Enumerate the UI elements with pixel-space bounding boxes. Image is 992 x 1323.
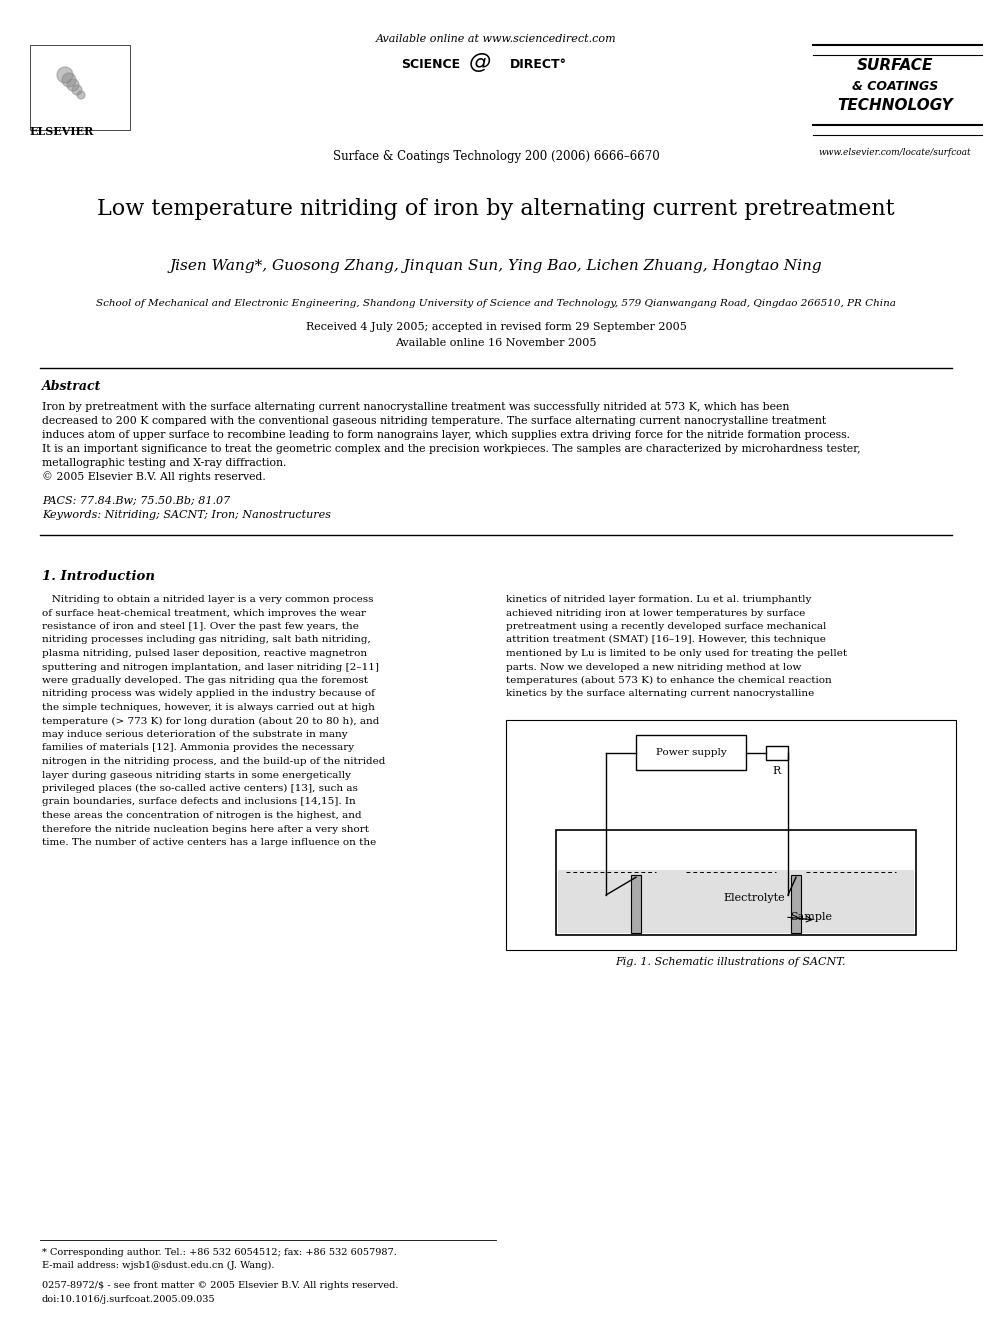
Text: It is an important significance to treat the geometric complex and the precision: It is an important significance to treat… xyxy=(42,445,861,454)
Circle shape xyxy=(67,79,79,91)
Text: PACS: 77.84.Bw; 75.50.Bb; 81.07: PACS: 77.84.Bw; 75.50.Bb; 81.07 xyxy=(42,496,230,505)
Text: sputtering and nitrogen implantation, and laser nitriding [2–11]: sputtering and nitrogen implantation, an… xyxy=(42,663,379,672)
Text: of surface heat-chemical treatment, which improves the wear: of surface heat-chemical treatment, whic… xyxy=(42,609,366,618)
Bar xyxy=(558,871,914,933)
Text: DIRECT°: DIRECT° xyxy=(510,58,567,71)
Text: temperature (> 773 K) for long duration (about 20 to 80 h), and: temperature (> 773 K) for long duration … xyxy=(42,716,379,725)
Text: were gradually developed. The gas nitriding qua the foremost: were gradually developed. The gas nitrid… xyxy=(42,676,368,685)
Text: 0257-8972/$ - see front matter © 2005 Elsevier B.V. All rights reserved.: 0257-8972/$ - see front matter © 2005 El… xyxy=(42,1281,399,1290)
Text: plasma nitriding, pulsed laser deposition, reactive magnetron: plasma nitriding, pulsed laser depositio… xyxy=(42,650,367,658)
Text: doi:10.1016/j.surfcoat.2005.09.035: doi:10.1016/j.surfcoat.2005.09.035 xyxy=(42,1295,215,1304)
Text: kinetics by the surface alternating current nanocrystalline: kinetics by the surface alternating curr… xyxy=(506,689,814,699)
Text: ELSEVIER: ELSEVIER xyxy=(30,126,94,138)
Circle shape xyxy=(62,73,76,87)
Circle shape xyxy=(72,85,82,95)
Text: temperatures (about 573 K) to enhance the chemical reaction: temperatures (about 573 K) to enhance th… xyxy=(506,676,831,685)
Text: may induce serious deterioration of the substrate in many: may induce serious deterioration of the … xyxy=(42,730,347,740)
Text: families of materials [12]. Ammonia provides the necessary: families of materials [12]. Ammonia prov… xyxy=(42,744,354,753)
Circle shape xyxy=(77,91,85,99)
Text: mentioned by Lu is limited to be only used for treating the pellet: mentioned by Lu is limited to be only us… xyxy=(506,650,847,658)
Text: layer during gaseous nitriding starts in some energetically: layer during gaseous nitriding starts in… xyxy=(42,770,351,779)
Text: nitrogen in the nitriding process, and the build-up of the nitrided: nitrogen in the nitriding process, and t… xyxy=(42,757,385,766)
Bar xyxy=(766,745,788,759)
Text: attrition treatment (SMAT) [16–19]. However, this technique: attrition treatment (SMAT) [16–19]. Howe… xyxy=(506,635,826,644)
Text: the simple techniques, however, it is always carried out at high: the simple techniques, however, it is al… xyxy=(42,703,375,712)
Text: Available online at www.sciencedirect.com: Available online at www.sciencedirect.co… xyxy=(376,34,616,44)
Text: therefore the nitride nucleation begins here after a very short: therefore the nitride nucleation begins … xyxy=(42,824,369,833)
Text: pretreatment using a recently developed surface mechanical: pretreatment using a recently developed … xyxy=(506,622,826,631)
Text: grain boundaries, surface defects and inclusions [14,15]. In: grain boundaries, surface defects and in… xyxy=(42,798,356,807)
Text: nitriding process was widely applied in the industry because of: nitriding process was widely applied in … xyxy=(42,689,375,699)
Bar xyxy=(30,45,130,130)
Bar xyxy=(791,876,801,933)
Text: Power supply: Power supply xyxy=(656,747,726,757)
Text: SURFACE: SURFACE xyxy=(857,58,933,73)
Text: metallographic testing and X-ray diffraction.: metallographic testing and X-ray diffrac… xyxy=(42,458,287,468)
Text: R: R xyxy=(773,766,781,777)
Text: Keywords: Nitriding; SACNT; Iron; Nanostructures: Keywords: Nitriding; SACNT; Iron; Nanost… xyxy=(42,509,331,520)
Text: parts. Now we developed a new nitriding method at low: parts. Now we developed a new nitriding … xyxy=(506,663,802,672)
Text: @: @ xyxy=(469,52,491,71)
Text: TECHNOLOGY: TECHNOLOGY xyxy=(837,98,952,112)
Circle shape xyxy=(57,67,73,83)
Text: decreased to 200 K compared with the conventional gaseous nitriding temperature.: decreased to 200 K compared with the con… xyxy=(42,415,826,426)
Text: Abstract: Abstract xyxy=(42,380,101,393)
Text: Sample: Sample xyxy=(790,912,832,922)
Text: E-mail address: wjsb1@sdust.edu.cn (J. Wang).: E-mail address: wjsb1@sdust.edu.cn (J. W… xyxy=(42,1261,275,1270)
Text: Surface & Coatings Technology 200 (2006) 6666–6670: Surface & Coatings Technology 200 (2006)… xyxy=(332,149,660,163)
Bar xyxy=(636,736,746,770)
Text: Low temperature nitriding of iron by alternating current pretreatment: Low temperature nitriding of iron by alt… xyxy=(97,198,895,220)
Text: these areas the concentration of nitrogen is the highest, and: these areas the concentration of nitroge… xyxy=(42,811,362,820)
Text: kinetics of nitrided layer formation. Lu et al. triumphantly: kinetics of nitrided layer formation. Lu… xyxy=(506,595,811,605)
Text: Fig. 1. Schematic illustrations of SACNT.: Fig. 1. Schematic illustrations of SACNT… xyxy=(615,957,845,967)
Text: Nitriding to obtain a nitrided layer is a very common process: Nitriding to obtain a nitrided layer is … xyxy=(42,595,374,605)
Text: resistance of iron and steel [1]. Over the past few years, the: resistance of iron and steel [1]. Over t… xyxy=(42,622,359,631)
Text: Available online 16 November 2005: Available online 16 November 2005 xyxy=(395,337,597,348)
Bar xyxy=(631,876,641,933)
Text: achieved nitriding iron at lower temperatures by surface: achieved nitriding iron at lower tempera… xyxy=(506,609,806,618)
Text: privileged places (the so-called active centers) [13], such as: privileged places (the so-called active … xyxy=(42,783,358,792)
Bar xyxy=(556,830,916,935)
Text: Electrolyte: Electrolyte xyxy=(723,893,785,904)
Text: www.elsevier.com/locate/surfcoat: www.elsevier.com/locate/surfcoat xyxy=(818,148,971,157)
Text: time. The number of active centers has a large influence on the: time. The number of active centers has a… xyxy=(42,837,376,847)
Text: Received 4 July 2005; accepted in revised form 29 September 2005: Received 4 July 2005; accepted in revise… xyxy=(306,321,686,332)
Text: induces atom of upper surface to recombine leading to form nanograins layer, whi: induces atom of upper surface to recombi… xyxy=(42,430,850,441)
Text: 1. Introduction: 1. Introduction xyxy=(42,570,155,583)
Bar xyxy=(506,720,956,950)
Text: Jisen Wang*, Guosong Zhang, Jinquan Sun, Ying Bao, Lichen Zhuang, Hongtao Ning: Jisen Wang*, Guosong Zhang, Jinquan Sun,… xyxy=(170,259,822,273)
Text: SCIENCE: SCIENCE xyxy=(401,58,460,71)
Text: * Corresponding author. Tel.: +86 532 6054512; fax: +86 532 6057987.: * Corresponding author. Tel.: +86 532 60… xyxy=(42,1248,397,1257)
Text: School of Mechanical and Electronic Engineering, Shandong University of Science : School of Mechanical and Electronic Engi… xyxy=(96,299,896,308)
Text: nitriding processes including gas nitriding, salt bath nitriding,: nitriding processes including gas nitrid… xyxy=(42,635,371,644)
Text: © 2005 Elsevier B.V. All rights reserved.: © 2005 Elsevier B.V. All rights reserved… xyxy=(42,471,266,482)
Text: & COATINGS: & COATINGS xyxy=(852,79,938,93)
Text: Iron by pretreatment with the surface alternating current nanocrystalline treatm: Iron by pretreatment with the surface al… xyxy=(42,402,790,411)
